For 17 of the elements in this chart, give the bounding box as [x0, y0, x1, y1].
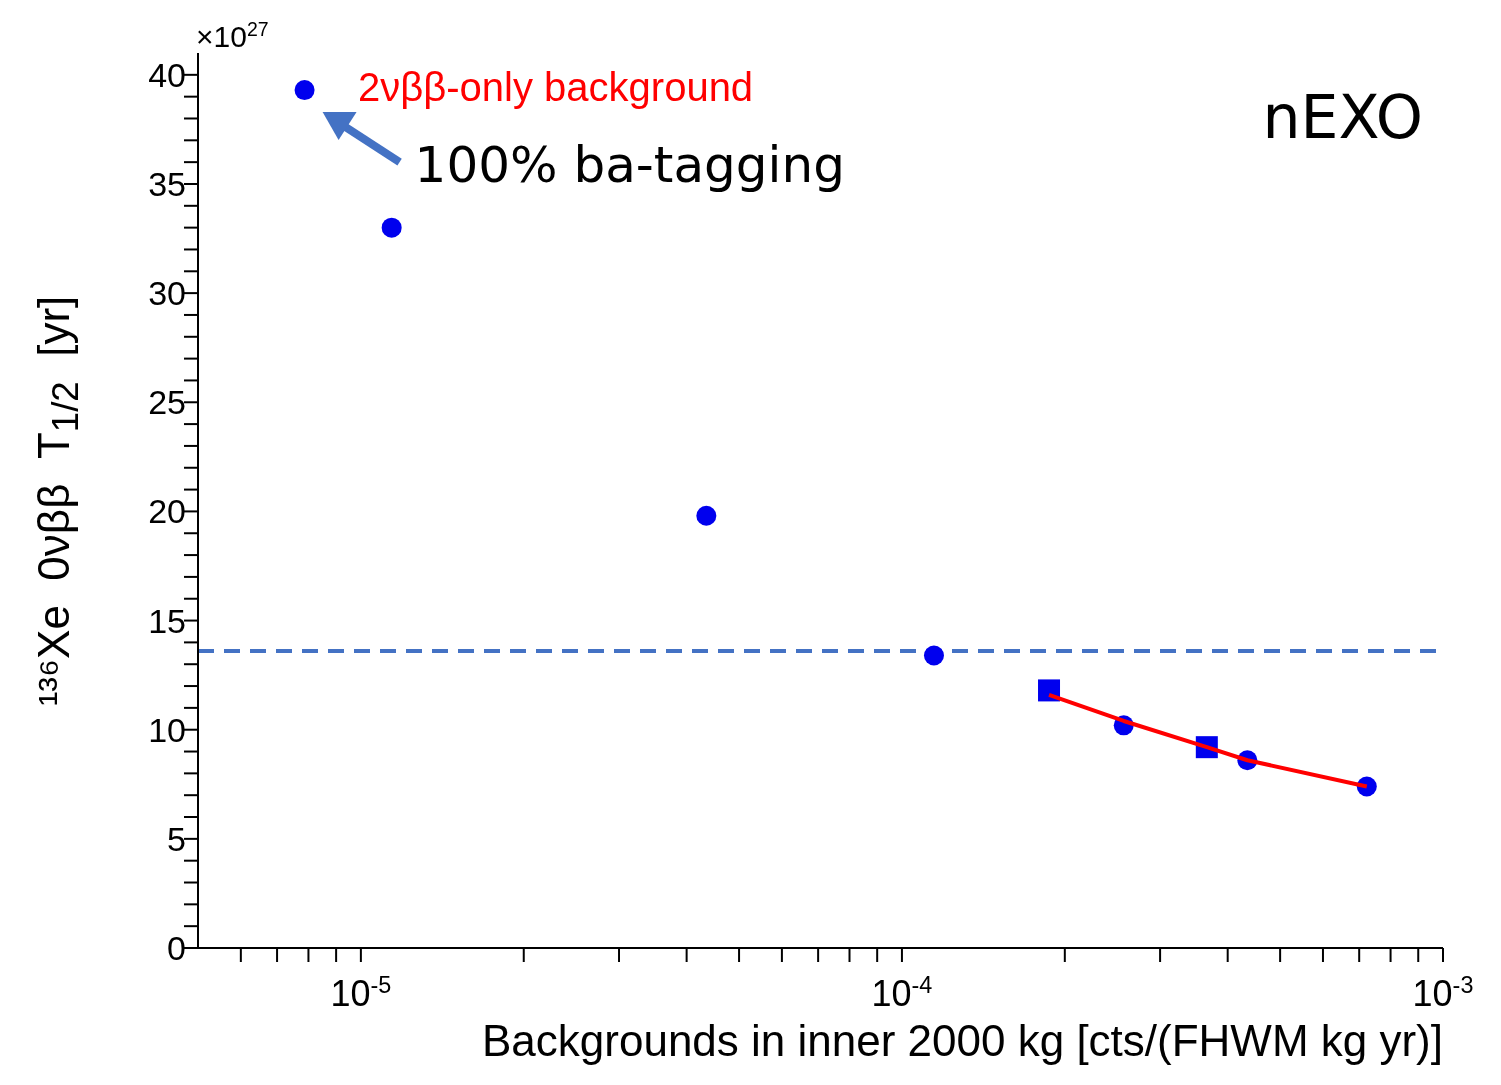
y-tick-label: 15: [148, 601, 186, 640]
y-tick-label: 20: [148, 492, 186, 531]
y-tick-label: 40: [148, 55, 186, 94]
y-tick-label: 10: [148, 710, 186, 749]
y-tick-label: 35: [148, 164, 186, 203]
annotation: nEXO: [1262, 82, 1423, 152]
x-tick-label: 10$^{-3}$: [1412, 972, 1474, 1014]
x-tick-label: 10$^{-4}$: [871, 972, 933, 1014]
annotation: 100% ba-tagging: [414, 136, 845, 195]
y-tick-label: 0: [167, 929, 186, 967]
y-tick-label: 5: [167, 819, 186, 858]
y-tick-label: 25: [148, 383, 186, 422]
y-tick-label: 30: [148, 274, 186, 313]
text: ×10$^{27}$: [196, 18, 269, 53]
text: 2νββ-only background: [358, 65, 754, 109]
x-tick-label: 10$^{-5}$: [330, 972, 392, 1014]
x-axis-title: Backgrounds in inner 2000 kg [cts/(FHWM kg yr)]: [481, 1016, 1443, 1066]
